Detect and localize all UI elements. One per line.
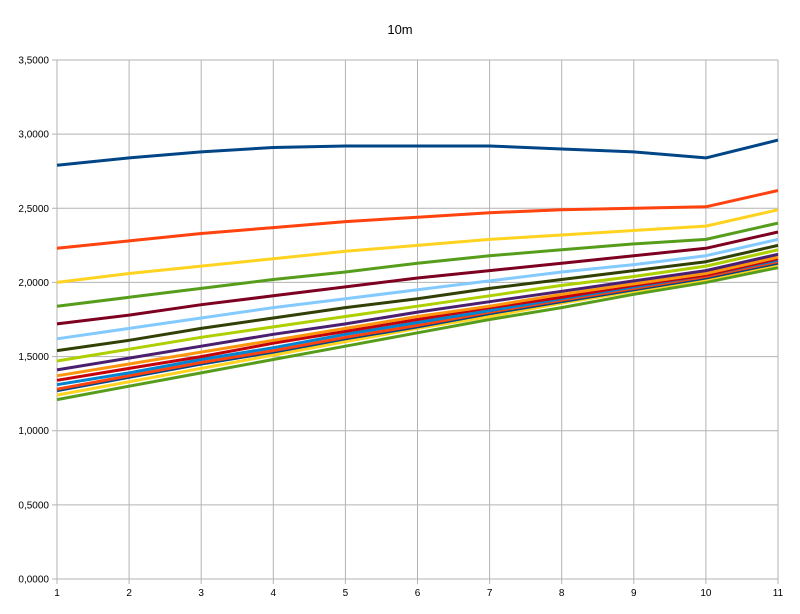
- x-tick-label: 1: [54, 588, 60, 599]
- y-tick-label: 2,5000: [18, 204, 49, 215]
- x-tick-label: 4: [271, 588, 277, 599]
- series-lines: [56, 138, 779, 402]
- series-line: [56, 189, 779, 250]
- x-tick-label: 9: [631, 588, 637, 599]
- y-axis-tick-labels: 0,0000 0,5000 1,0000 1,5000 2,0000 2,5000 3,00…: [18, 56, 49, 586]
- x-tick-label: 2: [126, 588, 132, 599]
- series-line: [56, 208, 779, 284]
- series-line: [56, 255, 779, 378]
- y-tick-label: 1,0000: [18, 426, 49, 437]
- x-tick-label: 8: [559, 588, 565, 599]
- series-line: [56, 248, 779, 363]
- series-line: [56, 243, 779, 353]
- x-tick-label: 3: [198, 588, 204, 599]
- series-line: [56, 237, 779, 341]
- x-tick-label: 11: [773, 588, 784, 599]
- chart-title: 10m: [387, 22, 412, 37]
- series-line: [56, 252, 779, 372]
- series-line: [56, 230, 779, 326]
- y-tick-label: 1,5000: [18, 352, 49, 363]
- series-line: [56, 221, 779, 308]
- y-tick-label: 0,0000: [18, 575, 49, 586]
- x-tick-label: 10: [700, 588, 712, 599]
- y-tick-label: 3,5000: [18, 56, 49, 67]
- series-line: [56, 138, 779, 167]
- x-tick-label: 5: [343, 588, 349, 599]
- y-tick-label: 0,5000: [18, 500, 49, 511]
- series-line: [56, 266, 779, 402]
- y-tick-label: 3,0000: [18, 130, 49, 141]
- x-tick-label: 7: [487, 588, 493, 599]
- x-axis-tick-labels: 1 2 3 4 5 6 7 8 9 10 11: [54, 588, 783, 599]
- x-tick-label: 6: [415, 588, 421, 599]
- y-tick-label: 2,0000: [18, 278, 49, 289]
- axes: [56, 60, 778, 580]
